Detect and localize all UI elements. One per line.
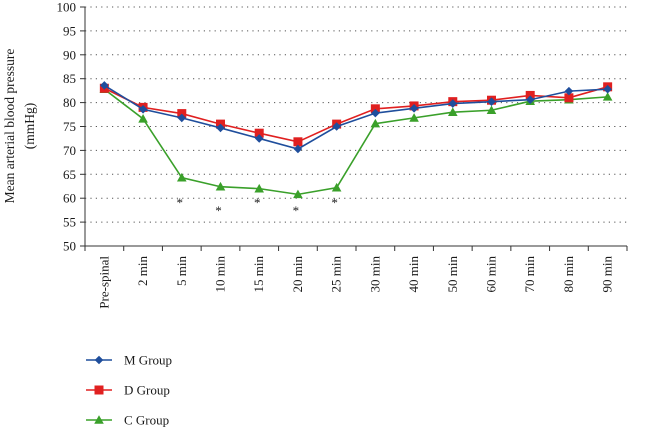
data-point (525, 95, 535, 105)
legend-item: D Group (86, 383, 170, 398)
data-point (254, 134, 264, 143)
x-tick-label: 50 min (445, 256, 460, 293)
x-tick-label: Pre-spinal (96, 256, 111, 309)
y-tick-label: 100 (57, 0, 77, 15)
x-tick-label: 60 min (484, 256, 499, 293)
data-point (216, 123, 225, 133)
y-tick-label: 80 (63, 95, 76, 110)
legend-item: M Group (86, 353, 172, 368)
y-tick-label: 55 (63, 215, 76, 230)
x-tick-label: 5 min (174, 256, 189, 286)
series-c-group (99, 84, 613, 199)
significance-marker: * (254, 195, 261, 210)
x-tick-label: 25 min (329, 256, 344, 293)
x-tick-label: 90 min (600, 256, 615, 293)
y-tick-label: 90 (63, 47, 76, 62)
data-point (94, 355, 104, 365)
data-point (176, 172, 187, 182)
data-point (293, 144, 303, 154)
data-point (177, 109, 187, 119)
data-point (332, 122, 341, 131)
significance-marker: * (331, 195, 338, 210)
data-point (100, 81, 109, 90)
data-point (525, 90, 535, 100)
data-point (293, 137, 303, 147)
y-tick-label: 70 (63, 143, 76, 158)
x-tick-label: 30 min (367, 256, 382, 293)
legend-label: M Group (124, 353, 172, 368)
x-tick-label: 20 min (290, 256, 305, 293)
x-tick-label: 10 min (213, 256, 228, 293)
data-point (486, 105, 497, 115)
series-m-group (100, 81, 612, 154)
x-tick-label: 70 min (522, 256, 537, 293)
data-point (254, 183, 265, 193)
series-layer (99, 81, 613, 199)
legend-item: C Group (86, 413, 169, 428)
data-point (602, 92, 613, 101)
data-point (177, 113, 187, 123)
gridlines (85, 6, 627, 223)
y-tick-labels: 50 55 60 65 70 75 80 85 90 95 100 (57, 0, 85, 254)
y-axis-label-unit: (mmHg) (22, 103, 37, 150)
x-tick-label: 15 min (251, 256, 266, 293)
data-point (94, 415, 104, 424)
series-line (103, 88, 608, 196)
legend: M Group D Group C Group (86, 353, 172, 428)
legend-label: D Group (124, 383, 170, 398)
y-axis-label: Mean arterial blood pressure (2, 49, 17, 204)
legend-label: C Group (124, 413, 169, 428)
significance-marker: * (293, 203, 300, 218)
y-tick-label: 65 (63, 167, 76, 182)
data-point (564, 93, 574, 103)
data-point (564, 86, 574, 96)
data-point (487, 97, 496, 106)
data-point (371, 108, 380, 118)
y-tick-label: 60 (63, 191, 76, 206)
series-line (104, 86, 608, 143)
series-line (103, 84, 608, 150)
data-point (409, 113, 419, 122)
y-tick-label: 85 (63, 71, 76, 86)
y-tick-label: 50 (63, 239, 76, 254)
significance-marker: * (177, 195, 184, 210)
data-point (370, 118, 381, 128)
data-point (409, 104, 419, 113)
x-tick-labels: Pre-spinal 2 min 5 min 10 min 15 min 20 min 25… (84, 246, 628, 309)
data-point (215, 181, 226, 191)
data-point (447, 107, 458, 116)
annotations: * * * * * (177, 195, 338, 218)
significance-marker: * (215, 203, 222, 218)
data-point (293, 189, 303, 199)
data-point (94, 385, 104, 395)
x-tick-label: 40 min (406, 256, 421, 293)
data-point (254, 128, 264, 138)
data-point (331, 182, 342, 192)
data-point (603, 84, 612, 94)
data-point (448, 99, 458, 108)
y-tick-label: 95 (63, 23, 76, 38)
data-point (138, 104, 148, 114)
x-tick-label: 80 min (561, 256, 576, 293)
y-tick-label: 75 (63, 119, 76, 134)
x-tick-label: 2 min (135, 256, 150, 286)
data-point (370, 104, 380, 114)
series-d-group (99, 82, 613, 147)
data-point (138, 114, 148, 123)
